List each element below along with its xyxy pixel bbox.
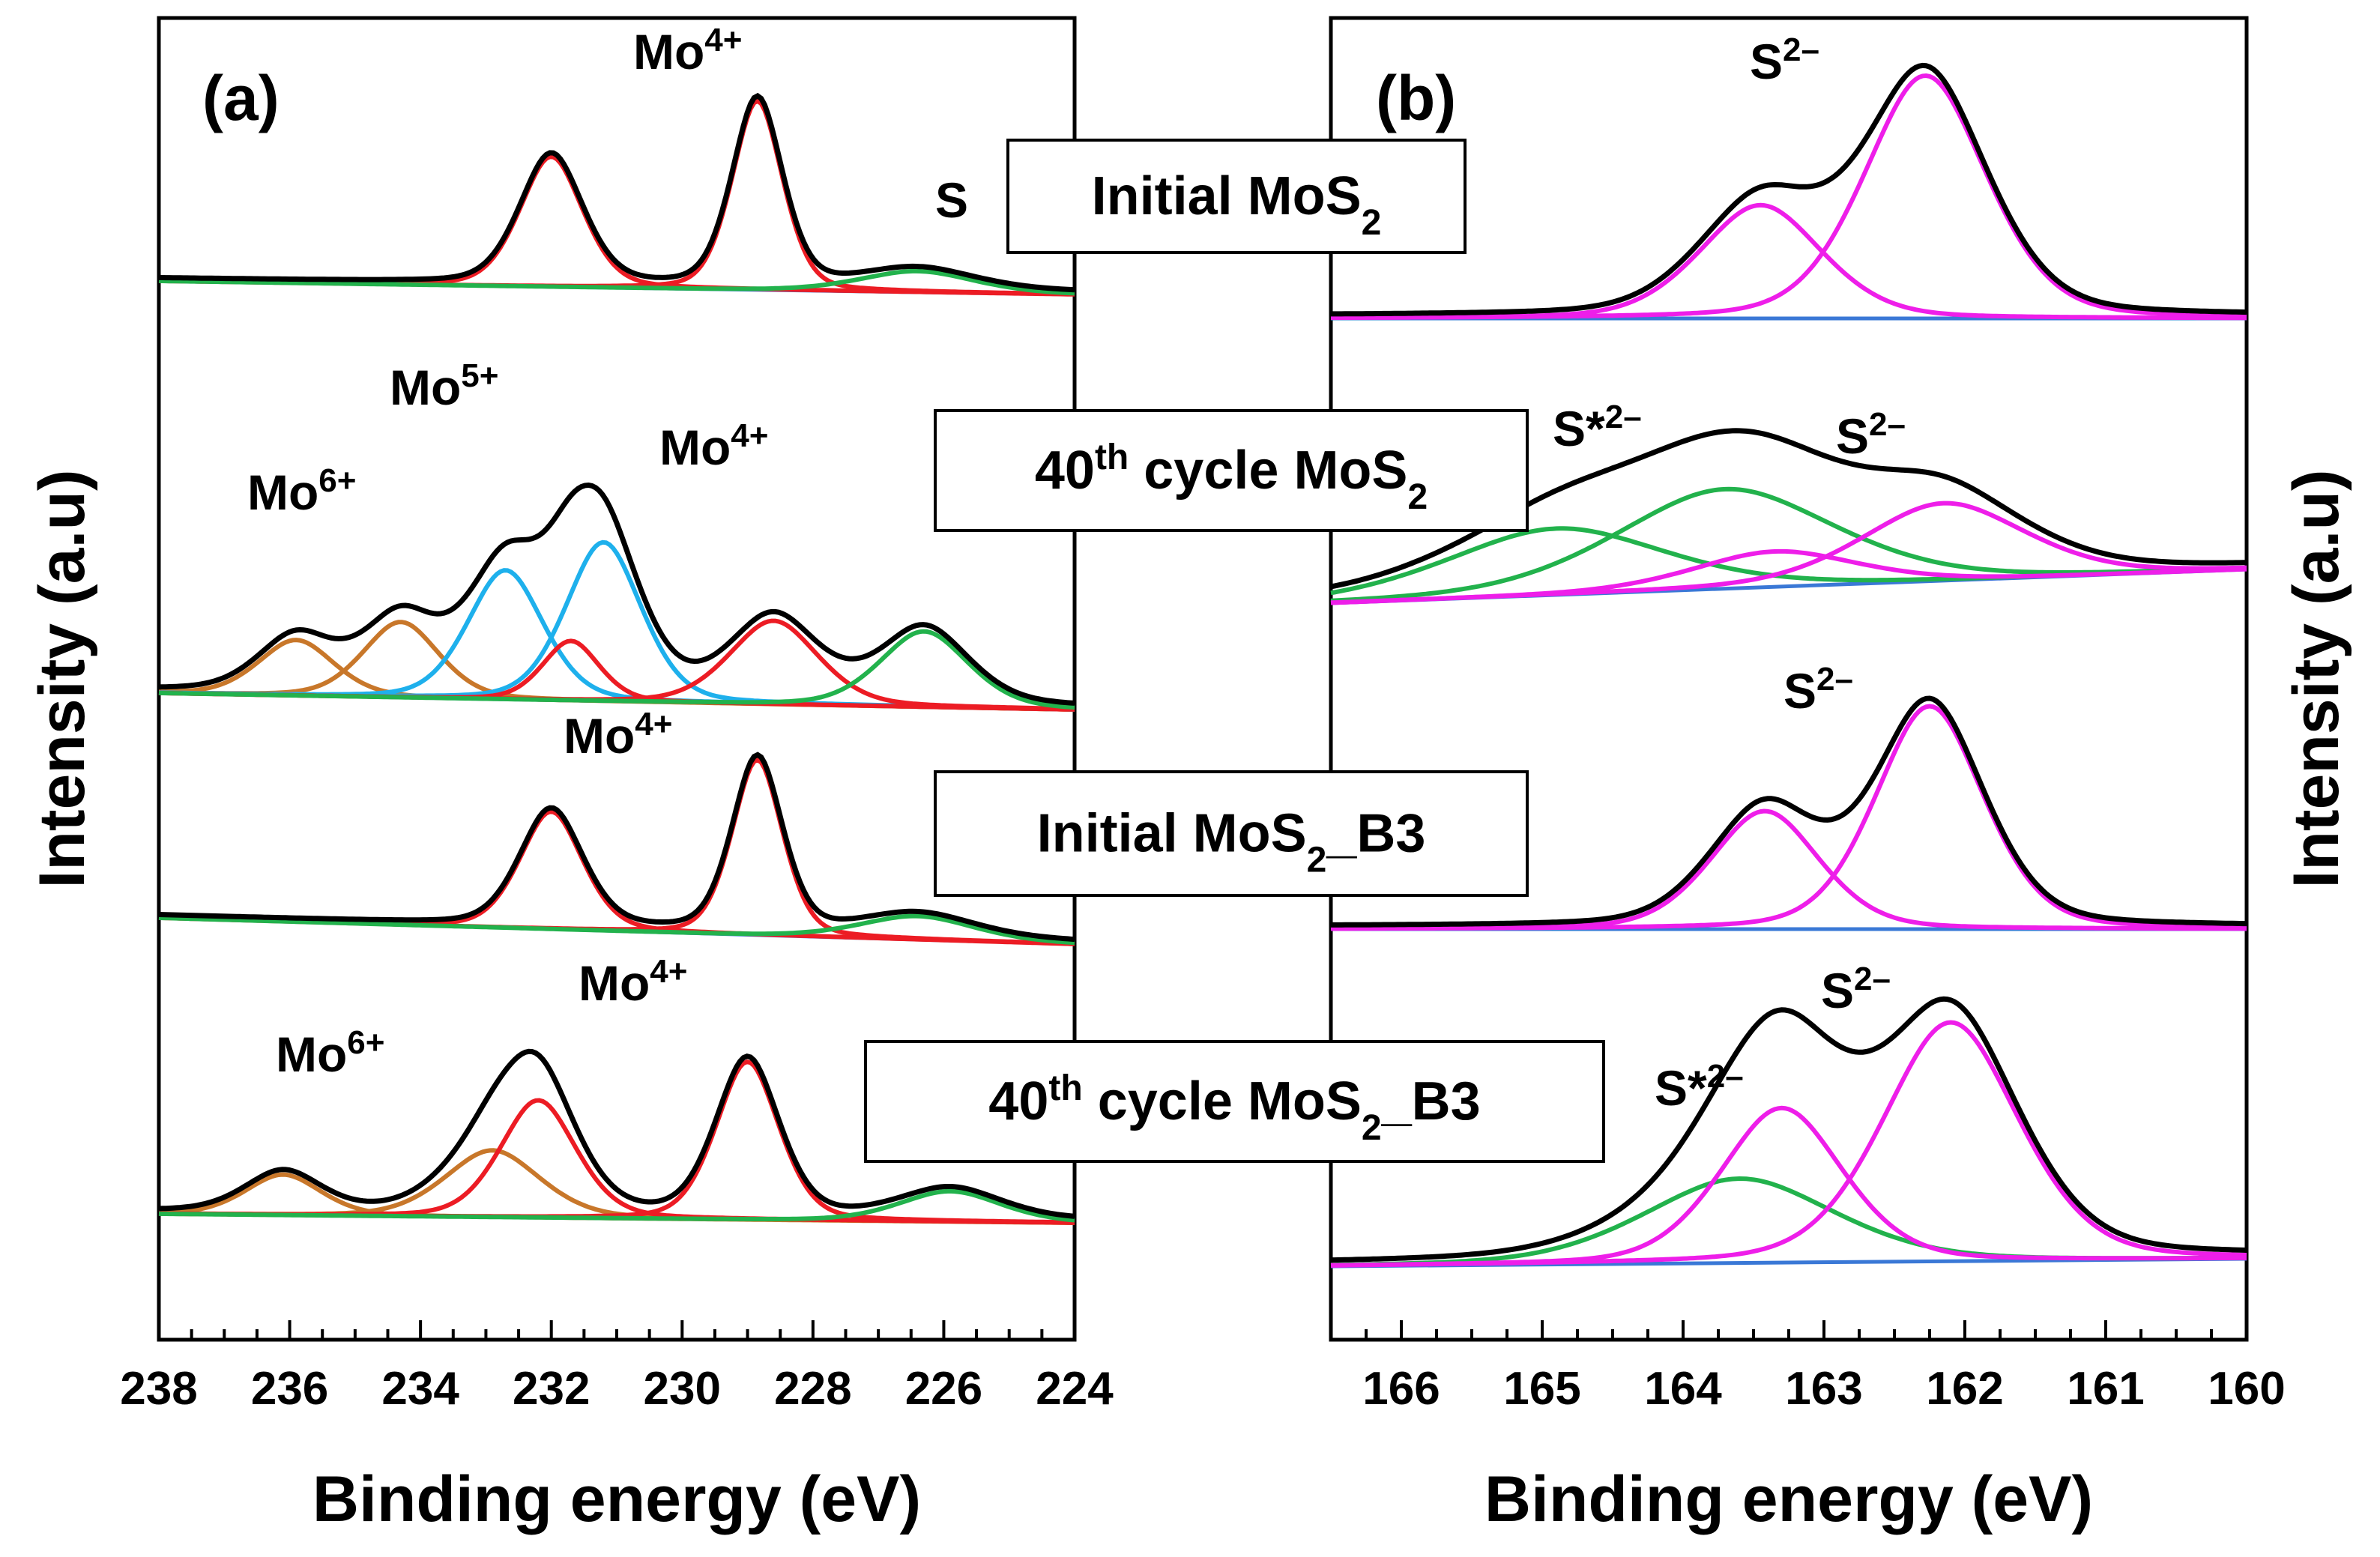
envelope-line <box>158 752 1075 943</box>
sample-label-box-3: Initial MoS2_B3 <box>934 770 1529 897</box>
peak-annotation: Mo4+ <box>659 417 768 476</box>
envelope-line <box>158 92 1075 293</box>
sample-label-box-1: Initial MoS2 <box>1006 139 1467 254</box>
spectrum-a-2 <box>158 482 1075 712</box>
x-tick-label-a: 230 <box>644 1363 721 1415</box>
x-tick-label-b: 164 <box>1644 1363 1722 1415</box>
peak-annotation: S <box>935 172 968 228</box>
x-tick-label-b: 166 <box>1362 1363 1440 1415</box>
x-axis-title-a: Binding energy (eV) <box>312 1463 921 1535</box>
x-tick-label-b: 162 <box>1926 1363 2003 1415</box>
component-peak <box>158 913 1075 946</box>
x-tick-label-a: 236 <box>251 1363 328 1415</box>
component-peak <box>1331 704 2247 931</box>
peak-annotation: Mo5+ <box>390 357 498 416</box>
sample-label-box-4: 40th cycle MoS2_B3 <box>864 1040 1605 1163</box>
peak-annotation: S*2– <box>1655 1058 1744 1116</box>
x-tick-label-a: 224 <box>1036 1363 1114 1415</box>
spectrum-b-1 <box>1331 62 2247 321</box>
panel-b-plot: 166 165 164 163 162 161 160 S2– S*2– S2– S2– S*2– S2… <box>1329 31 2286 1415</box>
sample-label: 40th cycle MoS2 <box>1035 438 1428 517</box>
envelope-line <box>158 1048 1075 1219</box>
x-tick-label-a: 226 <box>905 1363 982 1415</box>
sample-label: Initial MoS2_B3 <box>1037 804 1426 880</box>
peak-annotation: Mo4+ <box>633 22 742 80</box>
peak-annotation: S2– <box>1821 961 1891 1019</box>
peak-annotation: S2– <box>1836 406 1906 465</box>
x-tick-label-b: 165 <box>1503 1363 1580 1415</box>
sample-label: Initial MoS2 <box>1092 166 1382 243</box>
peak-annotation: Mo6+ <box>276 1024 384 1083</box>
x-tick-label-a: 228 <box>774 1363 851 1415</box>
x-axis-title-b: Binding energy (eV) <box>1485 1463 2093 1535</box>
x-tick-label-b: 163 <box>1785 1363 1862 1415</box>
peak-annotation: Mo4+ <box>579 953 687 1012</box>
component-peak <box>1330 501 2247 605</box>
envelope-line <box>1330 996 2247 1263</box>
envelope-line <box>1331 695 2247 928</box>
x-tick-label-a: 232 <box>513 1363 590 1415</box>
spectrum-b-3 <box>1331 695 2247 931</box>
component-peak <box>1331 73 2247 320</box>
component-peak <box>1330 1020 2247 1268</box>
spectrum-a-1 <box>158 92 1075 297</box>
component-peak <box>1331 202 2247 321</box>
component-peak <box>158 629 1075 710</box>
x-tick-label-a: 234 <box>381 1363 459 1415</box>
component-peak <box>158 1188 1075 1223</box>
x-axis-ticks-b: 166 165 164 163 162 161 160 <box>1329 1320 2286 1415</box>
y-axis-title-left: Intensity (a.u) <box>26 469 98 888</box>
x-tick-label-a: 238 <box>120 1363 197 1415</box>
envelope-line <box>158 482 1075 706</box>
spectrum-a-4 <box>158 1048 1075 1225</box>
peak-annotation: Mo6+ <box>247 462 356 521</box>
envelope-line <box>1331 62 2247 317</box>
spectrum-a-3 <box>158 752 1075 946</box>
peak-annotation: S2– <box>1750 31 1819 90</box>
x-tick-label-b: 161 <box>2067 1363 2144 1415</box>
peak-annotation: S2– <box>1784 661 1853 719</box>
panel-b-label: (b) <box>1376 63 1456 133</box>
component-peak <box>158 268 1075 296</box>
spectrum-b-4 <box>1330 996 2247 1269</box>
panel-a-plot: 238 236 234 232 230 228 226 224 Mo4+ S Mo6+ Mo5+ Mo4… <box>120 22 1114 1415</box>
y-axis-title-right: Intensity (a.u) <box>2280 469 2352 888</box>
sample-label: 40th cycle MoS2_B3 <box>988 1068 1480 1148</box>
panel-a-label: (a) <box>202 63 280 133</box>
sample-label-box-2: 40th cycle MoS2 <box>934 409 1529 532</box>
peak-annotation: S*2– <box>1553 399 1642 457</box>
sample-labels: Initial MoS2 40th cycle MoS2 Initial MoS2_… <box>864 139 1605 1163</box>
x-tick-label-b: 160 <box>2208 1363 2285 1415</box>
x-axis-ticks-a: 238 236 234 232 230 228 226 224 <box>120 1320 1114 1415</box>
peak-annotation: Mo4+ <box>564 706 672 764</box>
